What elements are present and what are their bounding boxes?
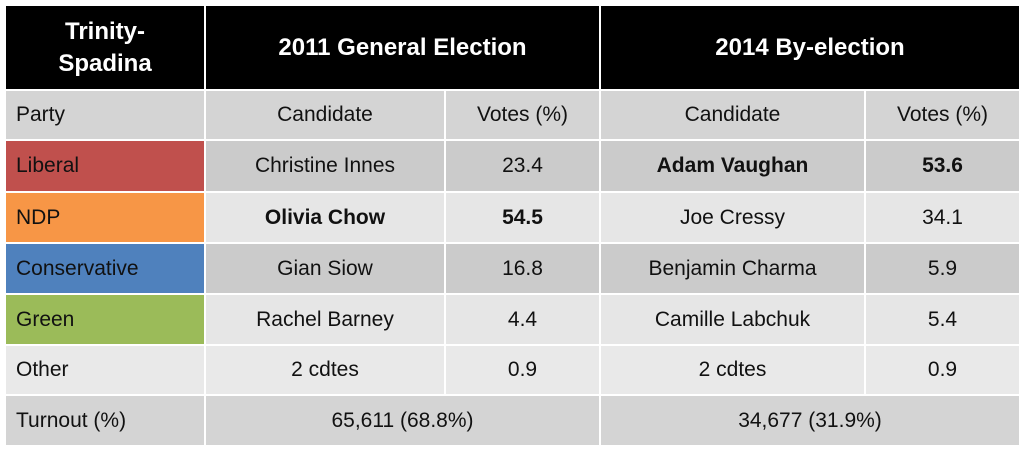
result-cell-text: 0.9 bbox=[507, 358, 538, 381]
result-cell-text: 23.4 bbox=[502, 154, 543, 177]
result-cell: Benjamin Charma bbox=[600, 243, 865, 294]
column-header: Votes (%) bbox=[865, 90, 1020, 140]
result-cell: Rachel Barney bbox=[205, 294, 445, 345]
column-header: Votes (%) bbox=[445, 90, 600, 140]
column-header: Candidate bbox=[600, 90, 865, 140]
result-cell-text: 0.9 bbox=[927, 358, 958, 381]
party-cell-text: Green bbox=[16, 307, 75, 331]
result-cell: 54.5 bbox=[445, 192, 600, 243]
result-cell-text: 2 cdtes bbox=[291, 358, 359, 381]
turnout-cell-text: 34,677 (31.9%) bbox=[738, 408, 882, 432]
party-cell-text: Liberal bbox=[16, 154, 80, 177]
result-cell: Gian Siow bbox=[205, 243, 445, 294]
result-cell: Adam Vaughan bbox=[600, 140, 865, 192]
result-cell: 4.4 bbox=[445, 294, 600, 345]
result-cell-text: Christine Innes bbox=[254, 154, 396, 177]
party-cell: Conservative bbox=[5, 243, 205, 294]
result-cell-text: Gian Siow bbox=[277, 256, 373, 280]
party-cell: Other bbox=[5, 345, 205, 395]
column-header-text: Candidate bbox=[684, 103, 781, 126]
result-cell-text: 16.8 bbox=[502, 256, 543, 280]
party-cell: Green bbox=[5, 294, 205, 345]
result-cell-text: Benjamin Charma bbox=[648, 256, 817, 280]
party-cell: Liberal bbox=[5, 140, 205, 192]
election-header: 2011 General Election bbox=[205, 5, 600, 90]
column-header-text: Candidate bbox=[277, 103, 373, 126]
turnout-cell: 65,611 (68.8%) bbox=[205, 395, 600, 446]
result-cell: Joe Cressy bbox=[600, 192, 865, 243]
result-cell-text: 54.5 bbox=[502, 205, 543, 229]
column-header-text: Party bbox=[16, 103, 66, 126]
column-header-text: Votes (%) bbox=[896, 103, 989, 126]
result-cell-text: Camille Labchuk bbox=[654, 307, 811, 331]
result-cell-text: Olivia Chow bbox=[264, 205, 386, 229]
election-header-text: 2014 By-election bbox=[715, 33, 905, 61]
result-cell-text: Joe Cressy bbox=[679, 205, 786, 229]
result-cell: 2 cdtes bbox=[600, 345, 865, 395]
result-cell: 23.4 bbox=[445, 140, 600, 192]
result-cell: Christine Innes bbox=[205, 140, 445, 192]
result-cell: 53.6 bbox=[865, 140, 1020, 192]
table-title-text: Trinity-Spadina bbox=[58, 18, 152, 77]
party-cell-text: Other bbox=[16, 358, 69, 381]
result-cell-text: Adam Vaughan bbox=[656, 154, 809, 177]
turnout-cell: 34,677 (31.9%) bbox=[600, 395, 1020, 446]
turnout-label-text: Turnout (%) bbox=[16, 408, 127, 432]
result-cell: 16.8 bbox=[445, 243, 600, 294]
party-cell-text: Conservative bbox=[16, 256, 139, 280]
turnout-label: Turnout (%) bbox=[5, 395, 205, 446]
result-cell: 0.9 bbox=[445, 345, 600, 395]
column-header: Party bbox=[5, 90, 205, 140]
result-cell: Olivia Chow bbox=[205, 192, 445, 243]
result-cell-text: 34.1 bbox=[922, 205, 963, 229]
result-cell-text: 4.4 bbox=[507, 307, 538, 331]
result-cell-text: 53.6 bbox=[922, 154, 963, 177]
result-cell-text: 5.9 bbox=[927, 256, 958, 280]
result-cell: 5.4 bbox=[865, 294, 1020, 345]
election-header-text: 2011 General Election bbox=[278, 33, 527, 61]
result-cell: 34.1 bbox=[865, 192, 1020, 243]
result-cell-text: 5.4 bbox=[927, 307, 958, 331]
result-cell: 2 cdtes bbox=[205, 345, 445, 395]
party-cell-text: NDP bbox=[16, 205, 61, 229]
party-cell: NDP bbox=[5, 192, 205, 243]
result-cell-text: 2 cdtes bbox=[698, 358, 767, 381]
election-header: 2014 By-election bbox=[600, 5, 1020, 90]
column-header: Candidate bbox=[205, 90, 445, 140]
result-cell: 5.9 bbox=[865, 243, 1020, 294]
column-header-text: Votes (%) bbox=[476, 103, 569, 126]
turnout-cell-text: 65,611 (68.8%) bbox=[331, 408, 474, 432]
result-cell: Camille Labchuk bbox=[600, 294, 865, 345]
result-cell: 0.9 bbox=[865, 345, 1020, 395]
result-cell-text: Rachel Barney bbox=[256, 307, 394, 331]
table-title: Trinity-Spadina bbox=[5, 5, 205, 90]
